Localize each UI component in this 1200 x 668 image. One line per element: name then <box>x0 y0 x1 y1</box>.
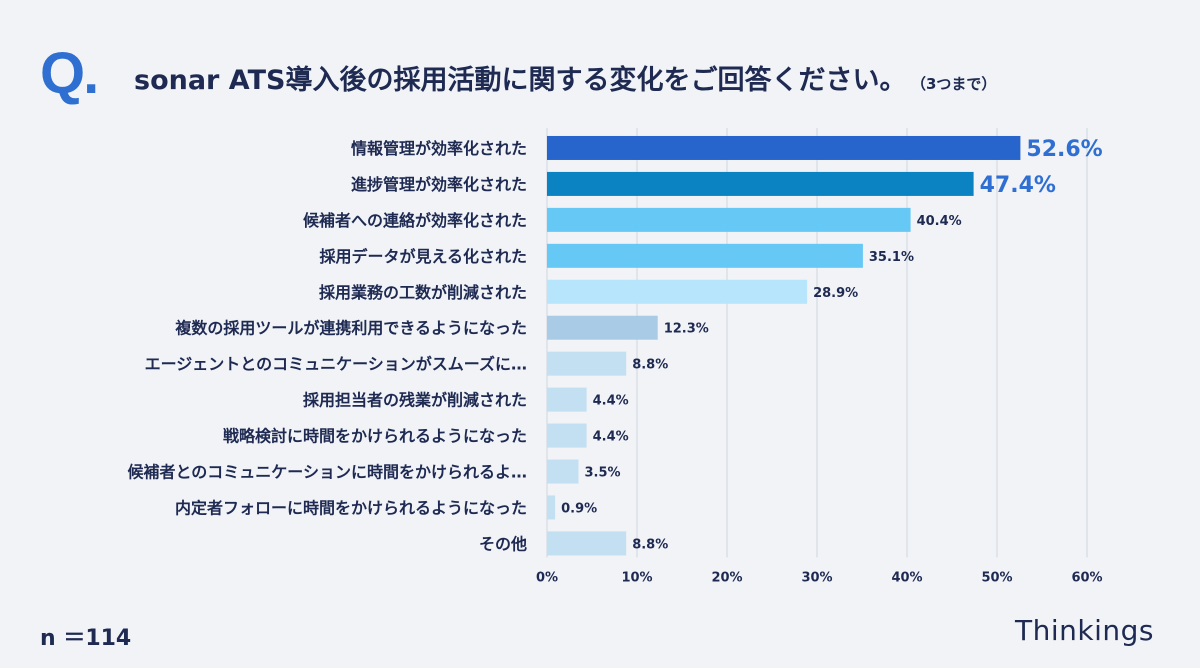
question-mark-logo: Q. <box>40 41 99 106</box>
category-label: その他 <box>479 534 527 553</box>
bar <box>547 279 808 304</box>
x-tick-label: 0% <box>536 570 558 585</box>
category-label: 候補者とのコミュニケーションに時間をかけられるよ… <box>127 463 527 482</box>
question-title: sonar ATS導入後の採用活動に関する変化をご回答ください。 （3つまで） <box>134 58 996 97</box>
category-label: 採用担当者の残業が削減された <box>303 391 527 410</box>
brand-logo: Thinkings <box>1015 614 1154 647</box>
x-tick-label: 10% <box>621 570 652 585</box>
bar <box>547 207 911 232</box>
category-label: 進捗管理が効率化された <box>351 175 527 194</box>
bar <box>547 351 627 376</box>
value-label: 8.8% <box>632 537 668 552</box>
value-label: 12.3% <box>664 322 709 337</box>
value-label: 35.1% <box>869 250 914 265</box>
x-tick-label: 50% <box>981 570 1012 585</box>
value-label: 4.4% <box>593 430 629 445</box>
question-note: （3つまで） <box>918 75 997 93</box>
bar <box>547 387 587 412</box>
category-label: 候補者への連絡が効率化された <box>303 211 527 230</box>
bar <box>547 243 863 268</box>
category-label: エージェントとのコミュニケーションがスムーズに… <box>145 355 527 374</box>
x-tick-label: 40% <box>891 570 922 585</box>
sample-size-label: n ＝114 <box>40 626 132 651</box>
value-label: 47.4% <box>980 173 1056 198</box>
value-label: 8.8% <box>632 358 668 373</box>
category-label: 採用データが見える化された <box>319 247 527 266</box>
value-label: 4.4% <box>593 394 629 409</box>
question-text: sonar ATS導入後の採用活動に関する変化をご回答ください。 <box>134 65 907 96</box>
bar <box>547 171 974 196</box>
value-label: 28.9% <box>813 286 858 301</box>
bar <box>547 315 658 340</box>
value-label: 0.9% <box>561 501 597 516</box>
bar <box>547 135 1021 160</box>
bar <box>547 423 587 448</box>
x-tick-label: 60% <box>1071 570 1102 585</box>
bar <box>547 531 627 556</box>
value-label: 3.5% <box>585 466 621 481</box>
category-label: 戦略検討に時間をかけられるようになった <box>223 427 527 446</box>
value-label: 40.4% <box>917 214 962 229</box>
category-label: 情報管理が効率化された <box>351 139 527 158</box>
category-label: 内定者フォローに時間をかけられるようになった <box>175 498 527 517</box>
value-label: 52.6% <box>1026 137 1102 162</box>
bar <box>547 495 556 520</box>
category-label: 複数の採用ツールが連携利用できるようになった <box>174 319 527 338</box>
bar <box>547 459 579 484</box>
x-tick-label: 30% <box>801 570 832 585</box>
x-tick-label: 20% <box>711 570 742 585</box>
category-label: 採用業務の工数が削減された <box>319 283 527 302</box>
